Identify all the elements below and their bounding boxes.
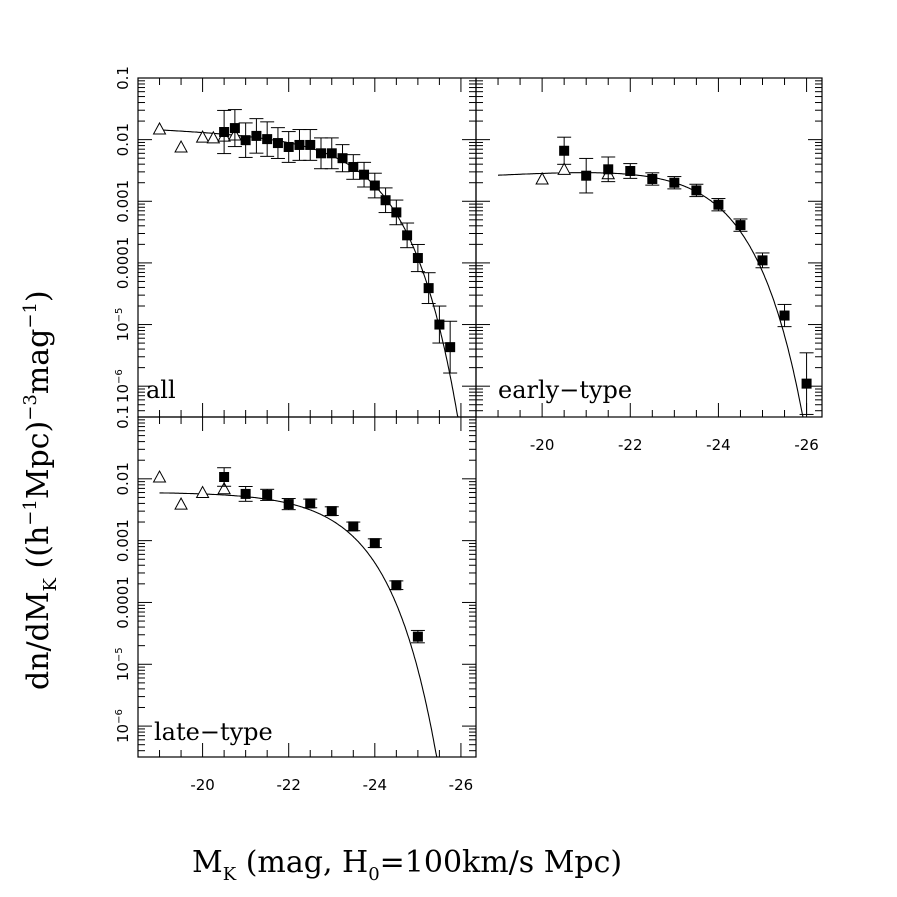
panel-frame — [475, 77, 823, 418]
square-point — [251, 130, 262, 141]
x-axis-title: MK (mag, H0=100km/s Mpc) — [192, 845, 622, 885]
square-point — [240, 488, 251, 499]
square-point — [559, 145, 570, 156]
square-point — [326, 148, 337, 159]
y-tick-label: 10−6 — [114, 709, 132, 743]
panel-all: 0.1 0.01 0.001 0.0001 10−5 10−6 all — [114, 66, 477, 418]
panel-label: all — [146, 376, 176, 404]
panel-late-type: -20 -22 -24 -26 0.1 0.01 0.001 0.0001 10−5 10−6 la… — [114, 405, 477, 794]
square-point — [348, 521, 359, 532]
triangle-point — [174, 139, 188, 153]
square-point — [262, 134, 273, 145]
square-point — [391, 580, 402, 591]
square-point — [801, 378, 812, 389]
x-tick-label: -24 — [706, 436, 731, 454]
triangle-point — [195, 130, 210, 143]
square-point — [713, 199, 724, 210]
x-tick-label: -26 — [794, 436, 819, 454]
panel-frame — [137, 416, 477, 758]
y-tick-label: 0.1 — [114, 405, 132, 429]
square-point — [262, 489, 273, 500]
square-point — [305, 498, 316, 509]
y-tick-label: 0.01 — [114, 462, 132, 495]
triangle-point — [195, 485, 210, 499]
y-tick-label: 0.0001 — [114, 237, 132, 290]
square-point — [380, 195, 391, 206]
square-point — [603, 164, 614, 175]
square-point — [359, 169, 370, 180]
square-point — [229, 123, 240, 134]
square-point — [272, 138, 283, 149]
triangle-point — [557, 162, 571, 175]
panel-frame — [137, 77, 477, 418]
triangle-point — [206, 130, 221, 144]
x-tick-label: -20 — [530, 436, 555, 454]
square-point — [669, 177, 680, 188]
square-point — [757, 255, 768, 266]
square-point — [402, 230, 413, 241]
y-tick-label: 0.001 — [114, 180, 132, 223]
panel-label: early−type — [498, 376, 632, 404]
square-point — [391, 207, 402, 218]
square-point — [337, 153, 348, 164]
triangle-point — [152, 121, 167, 135]
y-tick-label: 0.001 — [114, 519, 132, 562]
y-tick-label: 0.01 — [114, 123, 132, 156]
panel-early-type: -20 -22 -24 -26 early−type — [475, 77, 823, 454]
y-tick-label: 0.0001 — [114, 576, 132, 629]
square-point — [735, 220, 746, 231]
square-point — [691, 185, 702, 196]
square-point — [348, 161, 359, 172]
square-point — [326, 506, 337, 517]
square-point — [412, 253, 423, 264]
square-point — [219, 127, 230, 138]
x-tick-label: -24 — [363, 776, 388, 794]
square-point — [369, 538, 380, 549]
square-point — [283, 141, 294, 152]
square-point — [315, 148, 326, 159]
triangle-point — [217, 481, 231, 495]
x-tick-label: -26 — [449, 776, 474, 794]
square-point — [434, 319, 445, 330]
square-point — [625, 165, 636, 176]
square-point — [369, 180, 380, 191]
triangle-point — [174, 497, 188, 510]
y-tick-label: 10−5 — [114, 308, 132, 342]
x-tick-label: -20 — [190, 776, 215, 794]
square-point — [294, 139, 305, 150]
square-point — [581, 170, 592, 181]
square-point — [445, 342, 456, 353]
x-tick-label: -22 — [276, 776, 301, 794]
triangle-point — [152, 469, 167, 483]
y-tick-label: 10−6 — [114, 369, 132, 403]
x-tick-label: -22 — [618, 436, 643, 454]
square-point — [240, 135, 251, 146]
y-axis-title: dn/dMK ((h−1Mpc)−3mag−1) — [20, 290, 61, 690]
square-point — [779, 310, 790, 321]
triangle-point — [535, 171, 549, 185]
schechter-fit-curve — [159, 129, 459, 418]
y-tick-label: 0.1 — [114, 66, 132, 90]
square-point — [412, 631, 423, 642]
square-point — [283, 499, 294, 510]
panel-label: late−type — [154, 718, 273, 746]
y-tick-label: 10−5 — [114, 647, 132, 681]
square-point — [423, 283, 434, 294]
square-point — [305, 139, 316, 150]
square-point — [647, 173, 658, 184]
square-point — [219, 472, 230, 483]
